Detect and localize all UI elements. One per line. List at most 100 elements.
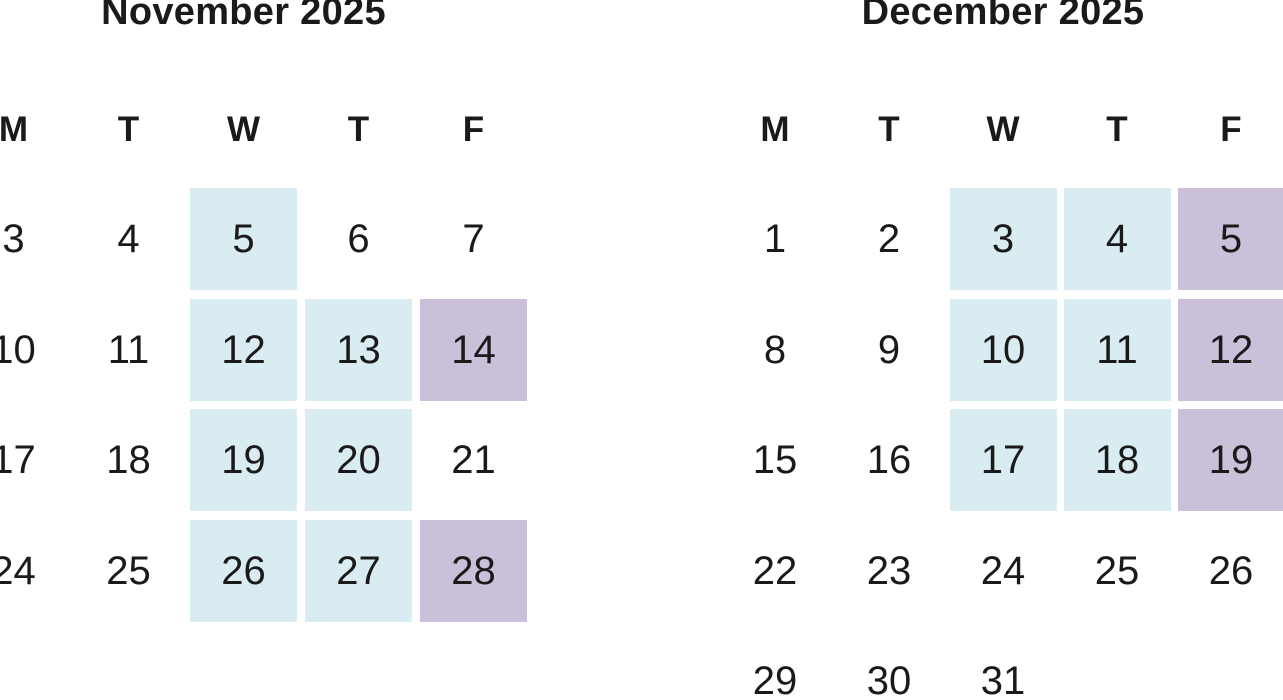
day-empty (1064, 630, 1171, 700)
day-cell: 19 (186, 405, 301, 516)
day-cell: 30 (832, 626, 946, 700)
day-cell: 27 (301, 516, 416, 627)
day-number: 18 (106, 438, 151, 483)
day-number: 7 (462, 217, 485, 262)
day-cell (1174, 626, 1283, 700)
day-highlighted-blue: 12 (190, 298, 297, 401)
day-highlighted-blue: 3 (949, 188, 1057, 291)
day-number: 24 (0, 548, 36, 593)
weekday-label: T (1106, 110, 1128, 149)
day-cell: 10 (0, 295, 71, 406)
day-cell: 16 (832, 405, 946, 516)
day-cell: 20 (301, 405, 416, 516)
day-number: 16 (866, 438, 912, 483)
day-highlighted-purple: 14 (420, 298, 527, 401)
day-cell: 3 (946, 184, 1060, 295)
day-highlighted-purple: 12 (1177, 298, 1283, 401)
day-cell: 12 (1174, 295, 1283, 406)
month-title: December 2025 (861, 0, 1145, 33)
day-number: 11 (107, 327, 150, 372)
weekday-label: T (878, 110, 900, 149)
day-number: 4 (117, 217, 140, 262)
day-highlighted-blue: 26 (190, 519, 297, 622)
day-number: 21 (451, 438, 496, 483)
day-cell: 6 (301, 184, 416, 295)
day-cell: 4 (71, 184, 186, 295)
day-number: 3 (2, 217, 25, 262)
day-number: 22 (752, 548, 798, 593)
day-number: 6 (347, 217, 370, 262)
day-number: 25 (106, 548, 151, 593)
day-number: 24 (980, 548, 1026, 593)
day-number: 1 (763, 217, 787, 262)
weekday-label: F (1220, 110, 1242, 149)
day-number: 30 (866, 659, 912, 700)
day-cell: 11 (1060, 295, 1174, 406)
day-number: 29 (752, 659, 798, 700)
month-november: November 2025 M T W T F 3 4 5 6 7 10 11 12 13 14 17 18 1… (0, 0, 531, 700)
day-cell: 13 (301, 295, 416, 406)
day-cell: 9 (832, 295, 946, 406)
day-cell: 19 (1174, 405, 1283, 516)
day-highlighted-blue: 5 (190, 188, 297, 291)
day-highlighted-blue: 10 (949, 298, 1057, 401)
day-number: 9 (877, 327, 901, 372)
day-cell: 17 (0, 405, 71, 516)
day-highlighted-blue: 13 (305, 298, 412, 401)
day-number: 2 (877, 217, 901, 262)
day-number: 17 (0, 438, 36, 483)
weekday-label: T (347, 110, 370, 149)
weekday-label: W (226, 110, 261, 149)
day-cell: 24 (946, 516, 1060, 627)
day-number: 23 (866, 548, 912, 593)
weekday-label: M (0, 110, 29, 149)
day-cell: 29 (718, 626, 832, 700)
day-cell (1060, 626, 1174, 700)
day-highlighted-blue: 11 (1063, 298, 1171, 401)
day-cell: 5 (1174, 184, 1283, 295)
day-cell: 12 (186, 295, 301, 406)
day-number: 25 (1094, 548, 1140, 593)
day-cell: 17 (946, 405, 1060, 516)
day-cell: 24 (0, 516, 71, 627)
day-highlighted-purple: 5 (1177, 188, 1283, 291)
day-highlighted-blue: 27 (305, 519, 412, 622)
day-cell: 25 (71, 516, 186, 627)
weekday-label: T (117, 110, 140, 149)
day-number: 8 (763, 327, 787, 372)
day-cell: 23 (832, 516, 946, 627)
day-highlighted-blue: 18 (1063, 409, 1171, 512)
day-number: 26 (1208, 548, 1254, 593)
weeks-grid: 3 4 5 6 7 10 11 12 13 14 17 18 19 20 21 24 25 26 27 28 (0, 184, 531, 626)
day-cell: 15 (718, 405, 832, 516)
weeks-grid: 1 2 3 4 5 8 9 10 11 12 15 16 17 18 19 22 23 24 25 26 29 30 31 (718, 184, 1283, 700)
day-cell: 25 (1060, 516, 1174, 627)
month-title: November 2025 (101, 0, 386, 33)
weekday-label: M (760, 110, 790, 149)
day-cell: 5 (186, 184, 301, 295)
day-highlighted-purple: 19 (1177, 409, 1283, 512)
day-cell: 2 (832, 184, 946, 295)
day-cell: 3 (0, 184, 71, 295)
day-cell: 26 (186, 516, 301, 627)
day-cell: 8 (718, 295, 832, 406)
day-cell: 22 (718, 516, 832, 627)
day-cell: 28 (416, 516, 531, 627)
day-highlighted-blue: 19 (190, 409, 297, 512)
day-number: 31 (980, 659, 1026, 700)
day-empty (1178, 630, 1283, 700)
day-highlighted-purple: 28 (420, 519, 527, 622)
day-cell: 18 (1060, 405, 1174, 516)
day-highlighted-blue: 17 (949, 409, 1057, 512)
day-highlighted-blue: 4 (1063, 188, 1171, 291)
day-cell: 31 (946, 626, 1060, 700)
weekday-label: F (462, 110, 485, 149)
day-cell: 10 (946, 295, 1060, 406)
day-number: 10 (0, 327, 36, 372)
day-cell: 18 (71, 405, 186, 516)
day-cell: 4 (1060, 184, 1174, 295)
